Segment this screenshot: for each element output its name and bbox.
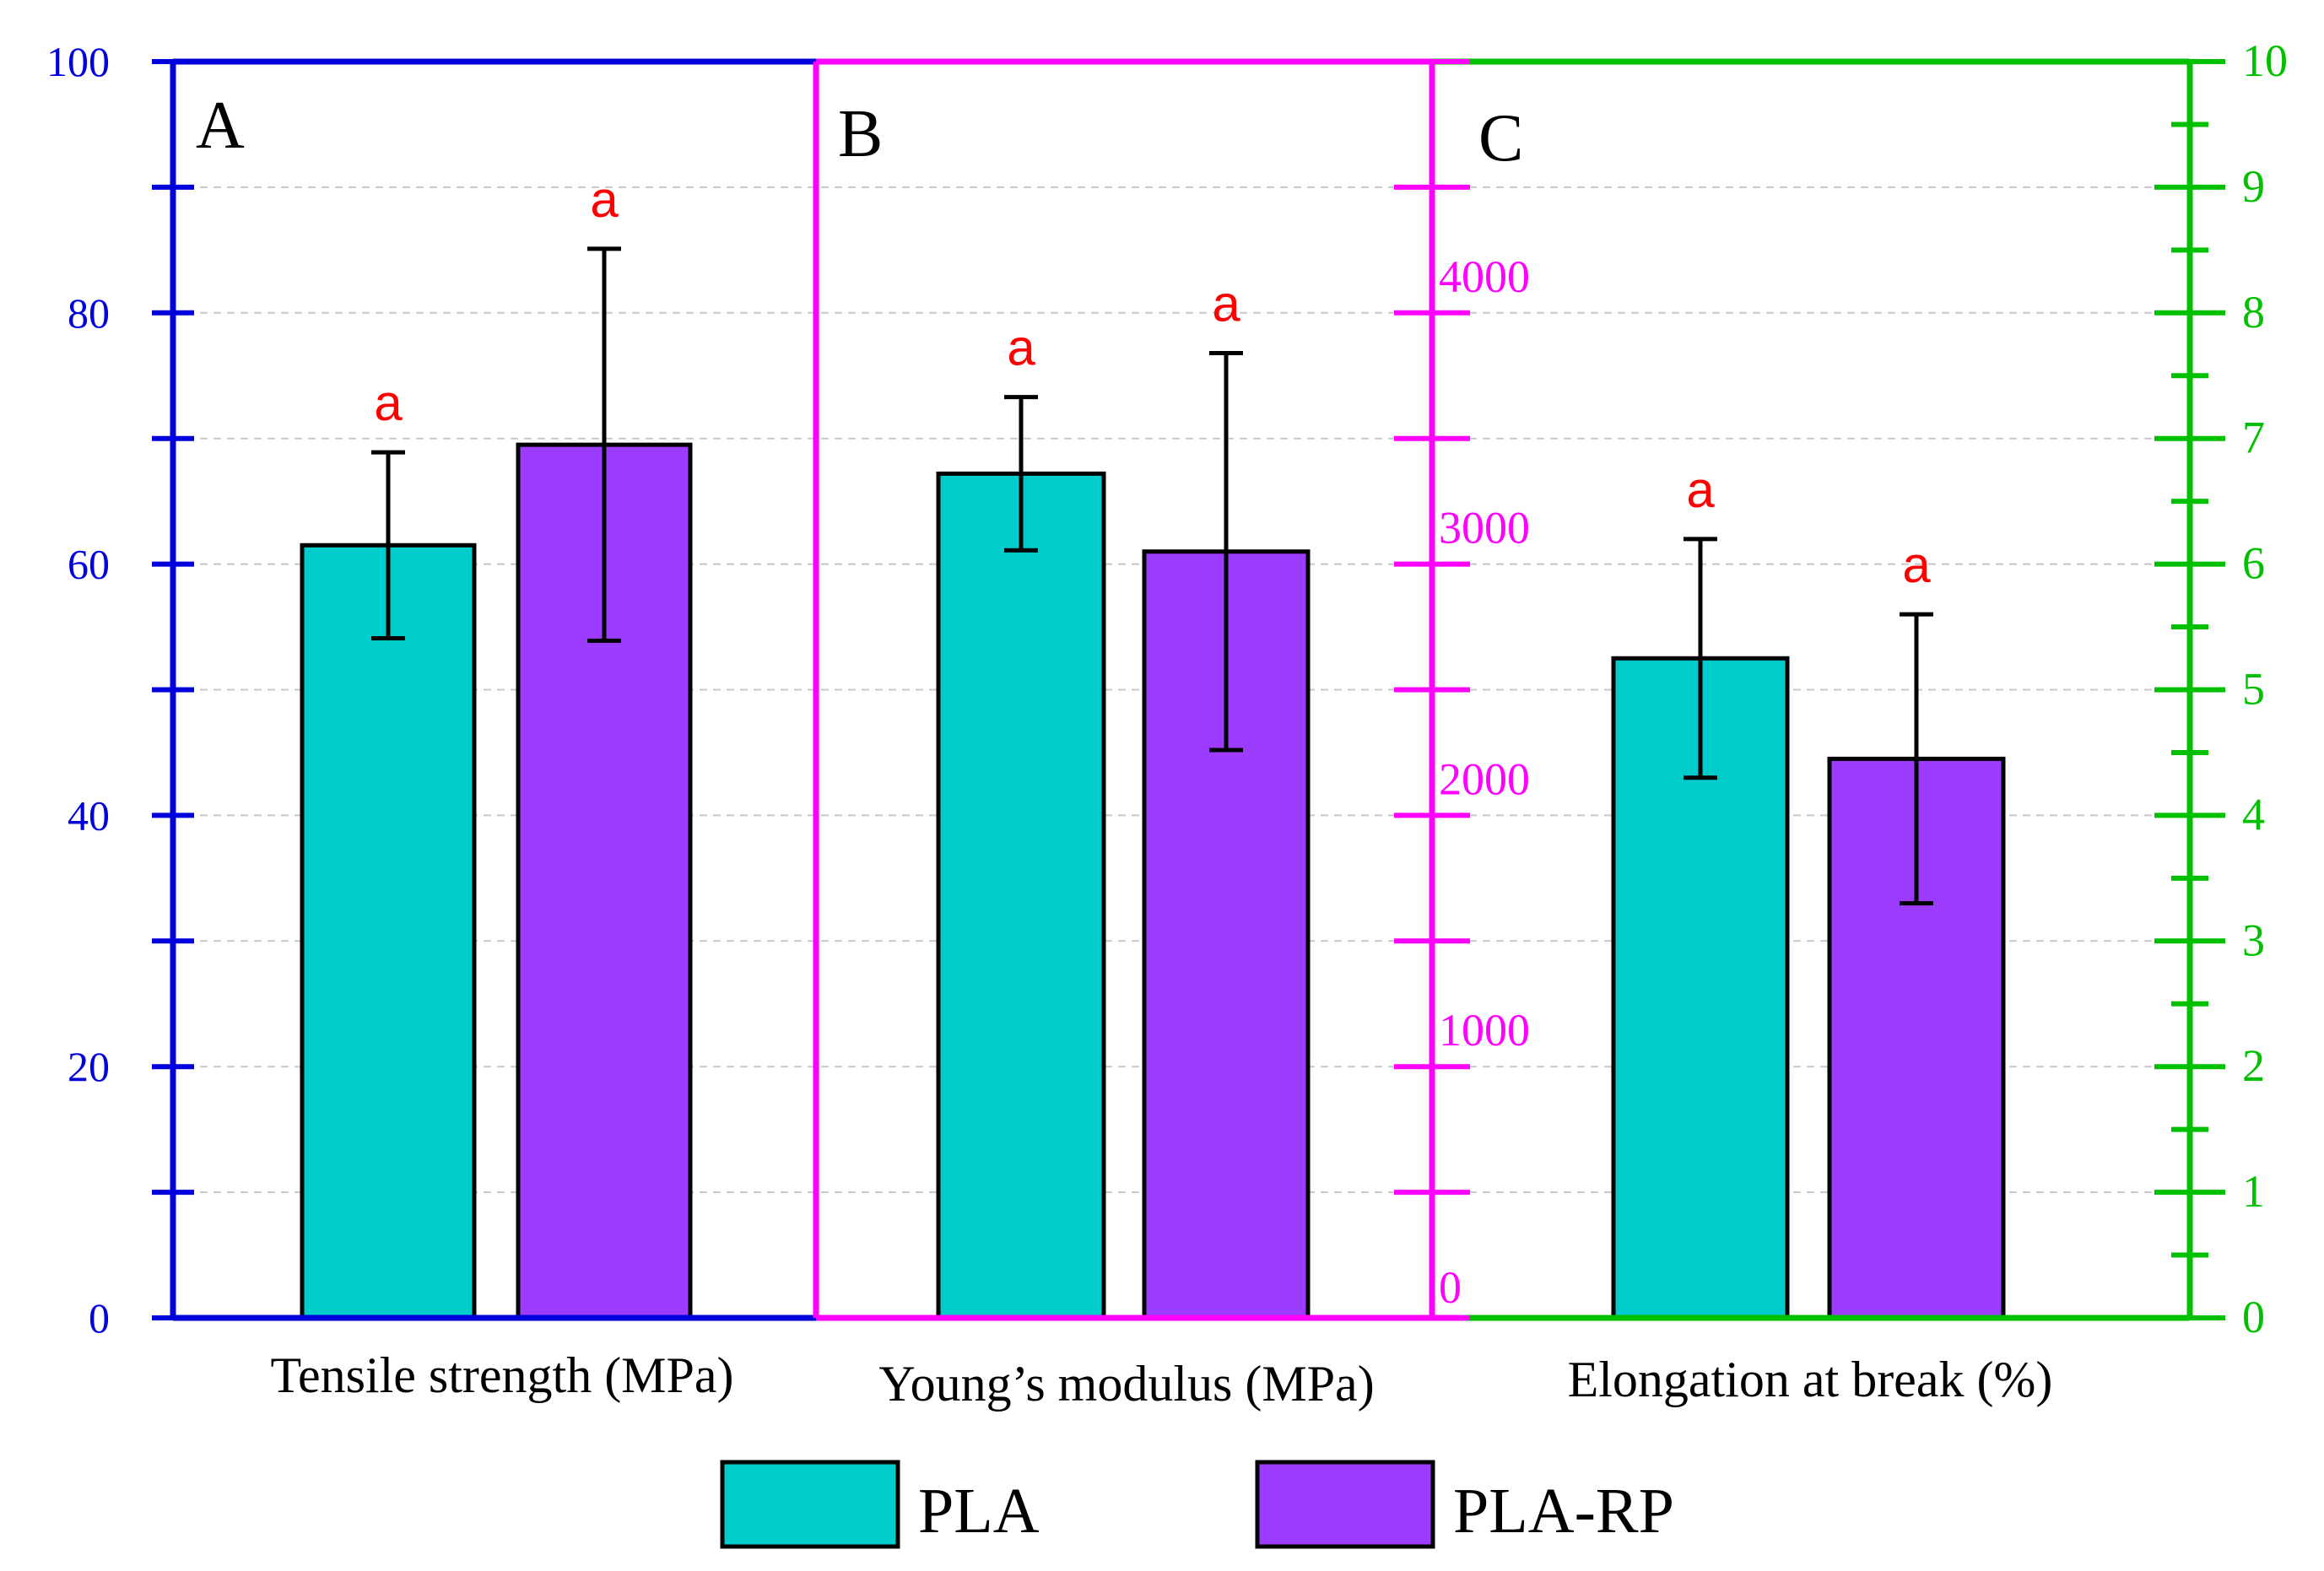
legend-label-pla-rp: PLA-RP xyxy=(1453,1476,1674,1547)
legend: PLA PLA-RP xyxy=(720,1460,1674,1549)
panel-label-b: B xyxy=(838,97,883,171)
labels: 0204060801000100020003000400001234567891… xyxy=(46,35,2288,1412)
y-tick-label-b: 0 xyxy=(1439,1262,1462,1313)
y-tick-label-b: 2000 xyxy=(1439,753,1530,804)
legend-label-pla: PLA xyxy=(918,1476,1040,1547)
y-tick-label-c: 7 xyxy=(2242,413,2265,463)
y-tick-label-a: 60 xyxy=(68,541,110,588)
y-tick-label-c: 6 xyxy=(2242,538,2265,589)
panel-label-a: A xyxy=(196,89,245,163)
significance-label-c-pla: a xyxy=(1686,462,1715,518)
axes xyxy=(152,58,2225,1321)
significance-label-b-pla-rp: a xyxy=(1212,275,1240,332)
significance-label-c-pla-rp: a xyxy=(1902,537,1931,593)
y-tick-label-b: 4000 xyxy=(1439,251,1530,302)
y-tick-label-a: 0 xyxy=(89,1294,110,1342)
y-tick-label-a: 80 xyxy=(68,289,110,337)
bar-a-pla xyxy=(300,543,477,1320)
bar-b-pla xyxy=(936,471,1106,1320)
y-tick-label-a: 20 xyxy=(68,1043,110,1090)
y-tick-label-c: 9 xyxy=(2242,161,2265,212)
y-tick-label-c: 5 xyxy=(2242,664,2265,715)
legend-swatch-pla-rp xyxy=(1255,1460,1435,1549)
x-label-c: Elongation at break (%) xyxy=(1568,1352,2053,1407)
significance-label-b-pla: a xyxy=(1007,320,1035,376)
y-tick-label-b: 3000 xyxy=(1439,503,1530,553)
y-tick-label-c: 8 xyxy=(2242,287,2265,337)
significance-label-a-pla: a xyxy=(374,375,403,431)
y-tick-label-b: 1000 xyxy=(1439,1005,1530,1055)
x-label-b: Young’s modulus (MPa) xyxy=(878,1356,1374,1412)
panel-label-c: C xyxy=(1478,101,1523,175)
y-tick-label-c: 3 xyxy=(2242,915,2265,965)
y-tick-label-c: 2 xyxy=(2242,1040,2265,1091)
y-tick-label-c: 0 xyxy=(2242,1292,2265,1342)
significance-label-a-pla-rp: a xyxy=(590,171,619,228)
legend-swatch-pla xyxy=(720,1460,900,1549)
bars xyxy=(300,246,2006,1320)
y-tick-label-a: 40 xyxy=(68,791,110,839)
y-tick-label-c: 1 xyxy=(2242,1166,2265,1217)
y-tick-label-a: 100 xyxy=(46,38,110,85)
y-tick-label-c: 10 xyxy=(2242,35,2288,86)
x-label-a: Tensile strength (MPa) xyxy=(270,1347,733,1403)
y-tick-label-c: 4 xyxy=(2242,789,2265,839)
